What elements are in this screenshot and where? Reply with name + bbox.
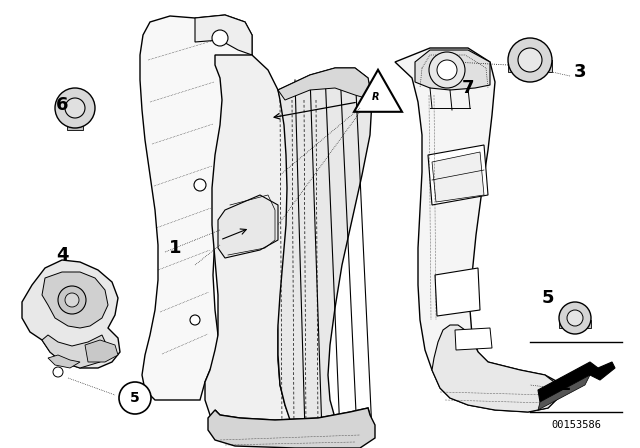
Polygon shape — [559, 320, 591, 328]
Text: R: R — [372, 92, 380, 102]
Circle shape — [65, 98, 85, 118]
Polygon shape — [538, 362, 615, 402]
Polygon shape — [218, 195, 278, 258]
Text: 5: 5 — [541, 289, 554, 307]
Polygon shape — [432, 325, 558, 412]
Circle shape — [429, 52, 465, 88]
Circle shape — [518, 48, 542, 72]
Polygon shape — [195, 15, 252, 55]
Polygon shape — [42, 272, 108, 328]
Polygon shape — [67, 118, 83, 130]
Polygon shape — [42, 335, 108, 368]
Text: 6: 6 — [56, 96, 68, 114]
Polygon shape — [455, 328, 492, 350]
Text: 7: 7 — [461, 79, 474, 97]
Polygon shape — [428, 145, 488, 205]
Polygon shape — [278, 68, 372, 100]
Polygon shape — [415, 50, 490, 90]
Polygon shape — [395, 48, 558, 412]
Polygon shape — [432, 152, 484, 202]
Polygon shape — [508, 60, 552, 72]
Circle shape — [194, 179, 206, 191]
Polygon shape — [435, 268, 480, 316]
Polygon shape — [538, 375, 590, 410]
Polygon shape — [278, 68, 372, 435]
Circle shape — [508, 38, 552, 82]
Polygon shape — [48, 355, 80, 368]
Circle shape — [65, 293, 79, 307]
Polygon shape — [215, 408, 370, 440]
Circle shape — [437, 60, 457, 80]
Circle shape — [559, 302, 591, 334]
Circle shape — [55, 88, 95, 128]
Text: 1: 1 — [169, 239, 181, 257]
Text: 3: 3 — [573, 63, 586, 81]
Circle shape — [58, 286, 86, 314]
Text: 5: 5 — [130, 391, 140, 405]
Circle shape — [119, 382, 151, 414]
Circle shape — [53, 367, 63, 377]
Polygon shape — [22, 260, 120, 368]
Polygon shape — [354, 70, 402, 112]
Text: 4: 4 — [56, 246, 68, 264]
Polygon shape — [140, 15, 252, 400]
Text: 2: 2 — [559, 376, 572, 394]
Polygon shape — [205, 55, 295, 438]
Circle shape — [190, 315, 200, 325]
Circle shape — [567, 310, 583, 326]
Polygon shape — [85, 340, 118, 362]
Circle shape — [212, 30, 228, 46]
Polygon shape — [208, 408, 375, 448]
Text: 00153586: 00153586 — [551, 420, 601, 430]
